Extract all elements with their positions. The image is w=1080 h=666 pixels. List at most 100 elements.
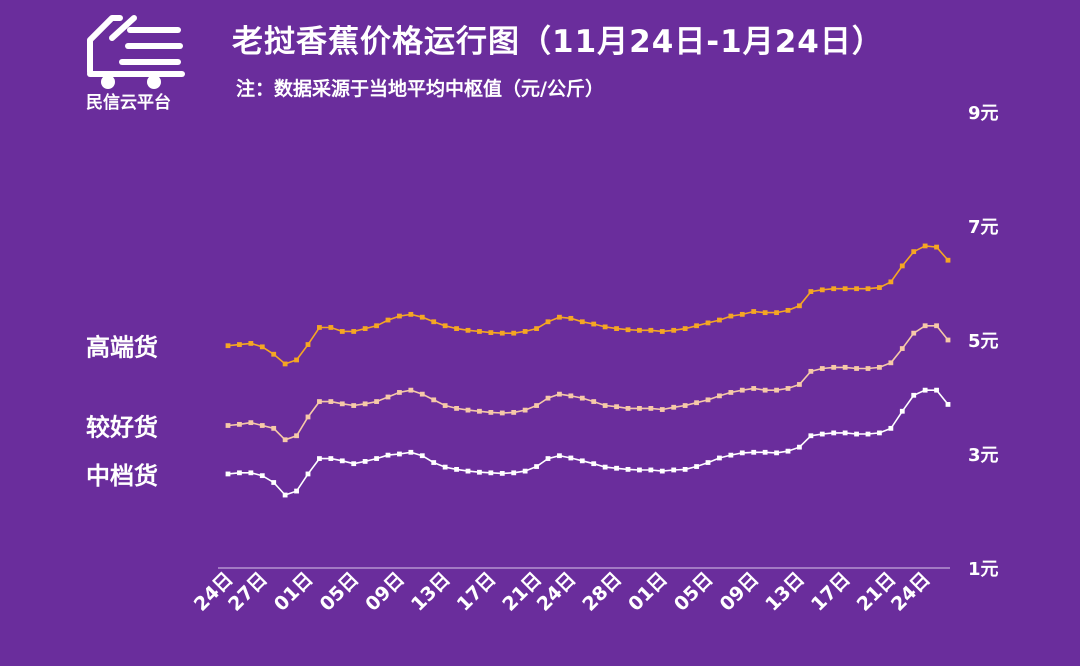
data-point <box>614 326 619 331</box>
data-point <box>797 303 802 309</box>
data-point <box>854 286 859 292</box>
data-point <box>294 433 299 439</box>
data-point <box>751 386 757 391</box>
data-point <box>511 330 517 336</box>
data-point <box>682 326 688 331</box>
data-point <box>351 329 357 334</box>
data-point <box>637 327 642 333</box>
data-point <box>282 361 288 367</box>
data-point <box>694 323 699 329</box>
data-point <box>728 452 734 458</box>
data-point <box>637 406 642 411</box>
data-point <box>705 397 711 403</box>
data-point <box>751 309 757 314</box>
data-point <box>522 407 528 413</box>
data-point <box>785 307 791 313</box>
data-point <box>591 399 597 404</box>
data-point <box>374 399 379 404</box>
data-point <box>408 311 414 317</box>
x-tick-label: 24日 <box>190 568 238 616</box>
data-point <box>922 323 928 329</box>
data-point <box>797 444 802 450</box>
data-point <box>694 400 699 406</box>
data-point <box>442 464 448 470</box>
data-point <box>579 458 585 464</box>
data-point <box>591 321 597 327</box>
data-point <box>865 366 871 371</box>
data-point <box>854 431 859 437</box>
data-point <box>225 471 231 477</box>
y-tick-label: 1元 <box>968 559 999 580</box>
data-point <box>831 286 837 292</box>
data-point <box>728 313 734 319</box>
data-point <box>819 287 825 293</box>
data-point <box>248 420 254 426</box>
data-point <box>248 470 254 476</box>
data-point <box>877 430 882 436</box>
data-point <box>922 387 928 393</box>
x-tick-label: 28日 <box>578 568 626 616</box>
data-point <box>374 323 379 329</box>
data-point <box>408 449 414 455</box>
x-tick-label: 13日 <box>761 568 809 616</box>
data-point <box>762 449 768 455</box>
x-tick-label: 05日 <box>670 568 718 616</box>
data-point <box>431 319 437 325</box>
data-point <box>305 414 311 420</box>
data-point <box>842 364 848 370</box>
data-point <box>545 456 551 461</box>
x-tick-label: 27日 <box>224 568 272 616</box>
x-tick-label: 09日 <box>716 568 764 616</box>
data-point <box>419 391 425 397</box>
data-point <box>774 387 779 393</box>
y-tick-label: 7元 <box>968 217 999 238</box>
data-point <box>934 244 939 250</box>
data-point <box>362 459 368 464</box>
data-point <box>877 364 882 370</box>
data-point <box>865 431 871 437</box>
data-point <box>362 326 368 331</box>
data-point <box>797 382 802 387</box>
data-point <box>454 406 459 411</box>
data-point <box>671 404 677 410</box>
data-point <box>237 421 242 427</box>
data-point <box>225 343 231 349</box>
data-point <box>477 408 482 414</box>
data-point <box>397 313 402 319</box>
data-point <box>831 364 837 370</box>
data-point <box>545 319 551 325</box>
data-point <box>362 401 368 407</box>
data-point <box>911 249 917 255</box>
data-point <box>602 324 608 330</box>
data-point <box>568 393 574 399</box>
x-tick-label: 24日 <box>887 568 935 616</box>
data-point <box>637 467 642 473</box>
data-point <box>488 330 494 335</box>
data-point <box>271 351 277 357</box>
data-point <box>419 314 425 320</box>
data-point <box>465 327 471 333</box>
data-point <box>385 452 391 458</box>
data-point <box>317 399 322 404</box>
data-point <box>305 342 311 347</box>
data-point <box>465 407 471 413</box>
data-point <box>328 399 334 404</box>
data-point <box>945 337 951 343</box>
data-point <box>557 453 562 459</box>
truck-icon <box>87 15 185 89</box>
data-point <box>385 317 391 323</box>
data-point <box>499 410 505 416</box>
data-point <box>259 344 265 350</box>
data-point <box>282 437 288 443</box>
data-point <box>328 456 334 461</box>
data-point <box>945 402 951 407</box>
data-point <box>945 257 951 263</box>
data-point <box>762 310 768 316</box>
data-point <box>888 425 894 431</box>
data-point <box>568 455 574 461</box>
data-point <box>499 330 505 336</box>
data-point <box>888 279 894 285</box>
data-point <box>865 286 871 292</box>
data-point <box>717 393 722 399</box>
